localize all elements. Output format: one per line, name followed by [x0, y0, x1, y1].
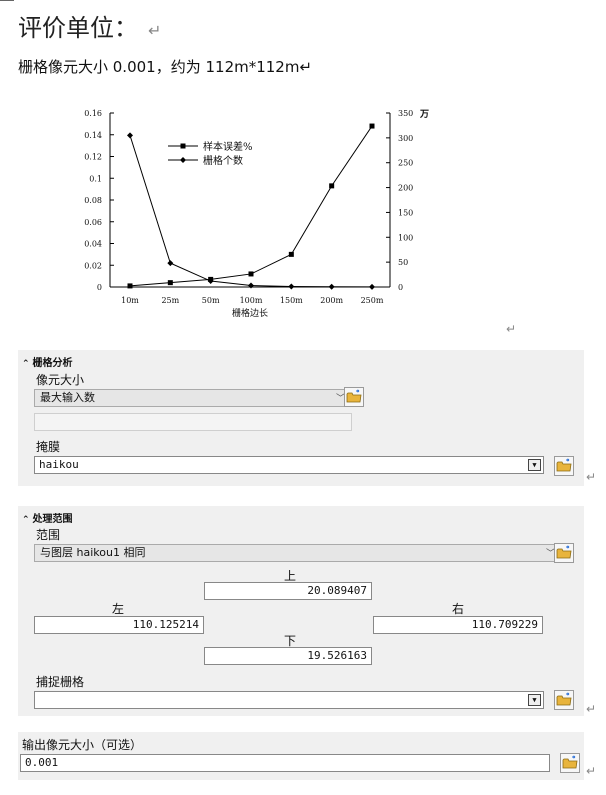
left-tick-label: 0.04 — [84, 240, 102, 249]
x-tick-label: 250m — [361, 296, 384, 305]
series-point-square — [288, 251, 294, 257]
folder-icon — [555, 544, 573, 562]
extent-value: 与图层 haikou1 相同 — [40, 546, 146, 559]
x-tick-label: 200m — [320, 296, 343, 305]
title-text: 评价单位： — [18, 14, 138, 42]
folder-icon — [555, 457, 573, 475]
processing-extent-title: 处理范围 — [32, 514, 73, 525]
folder-icon — [345, 388, 363, 406]
right-tick-label: 100 — [398, 233, 413, 242]
right-tick-label: 150 — [398, 208, 413, 217]
extent-label: 范围 — [36, 528, 61, 542]
snap-raster-input[interactable]: ▼ — [34, 691, 544, 709]
legend-marker-square — [180, 143, 186, 149]
right-tick-label: 250 — [398, 159, 413, 168]
right-axis-unit: 万 — [419, 109, 429, 120]
series-point-diamond — [369, 283, 375, 290]
paragraph-mark: ↵ — [586, 470, 597, 484]
left-input[interactable]: 110.125214 — [34, 616, 204, 634]
left-tick-label: 0.16 — [84, 109, 102, 118]
cell-size-folder-button[interactable] — [344, 387, 364, 407]
page-title: 评价单位： ↵ — [18, 8, 161, 43]
left-tick-label: 0.02 — [84, 261, 102, 270]
right-tick-label: 350 — [398, 109, 413, 118]
series-point-diamond — [207, 278, 214, 285]
left-tick-label: 0.14 — [84, 131, 102, 140]
processing-extent-panel: ⌃ 处理范围 范围 与图层 haikou1 相同 ﹀ 上 20.089407 左 1… — [18, 506, 584, 716]
left-tick-label: 0.06 — [84, 218, 102, 227]
cell-size-note: 栅格像元大小 0.001，约为 112m*112m↵ — [18, 58, 313, 76]
top-input[interactable]: 20.089407 — [204, 582, 372, 600]
mask-label: 掩膜 — [36, 440, 61, 454]
left-tick-label: 0.08 — [84, 196, 102, 205]
folder-icon — [555, 691, 573, 709]
paragraph-mark: ↵ — [586, 702, 597, 716]
x-axis-label: 栅格边长 — [232, 307, 268, 319]
series-point-square — [369, 123, 375, 129]
series-point-diamond — [288, 283, 295, 290]
bottom-input[interactable]: 19.526163 — [204, 647, 372, 665]
right-input[interactable]: 110.709229 — [373, 616, 543, 634]
output-cell-size-input[interactable]: 0.001 — [20, 754, 550, 772]
bottom-label: 下 — [283, 634, 296, 648]
chevron-down-icon: ﹀ — [545, 549, 555, 559]
dropdown-arrow-icon[interactable]: ▼ — [528, 694, 541, 706]
x-tick-label: 50m — [202, 296, 220, 305]
chart-paragraph-mark: ↵ — [506, 322, 517, 336]
dropdown-arrow-icon[interactable]: ▼ — [528, 459, 541, 471]
snap-raster-folder-button[interactable] — [554, 690, 574, 710]
mask-value: haikou — [39, 458, 79, 471]
cell-size-input[interactable] — [34, 413, 352, 431]
legend-label-2: 栅格个数 — [203, 154, 243, 167]
x-tick-label: 100m — [240, 296, 263, 305]
right-tick-label: 50 — [398, 258, 408, 267]
snap-raster-label: 捕捉栅格 — [36, 675, 85, 689]
series-point-square — [248, 271, 254, 277]
chevron-down-icon: ﹀ — [335, 394, 345, 404]
top-rule — [0, 0, 14, 1]
mask-input[interactable]: haikou ▼ — [34, 456, 544, 474]
collapse-chevron-icon[interactable]: ⌃ — [22, 359, 30, 369]
raster-analysis-header[interactable]: ⌃ 栅格分析 — [22, 354, 73, 369]
raster-analysis-title: 栅格分析 — [32, 358, 73, 369]
left-tick-label: 0.1 — [89, 174, 102, 183]
series-point-diamond — [328, 283, 335, 290]
extent-folder-button[interactable] — [554, 543, 574, 563]
cell-size-label: 像元大小 — [36, 373, 85, 387]
left-tick-label: 0.12 — [84, 153, 102, 162]
output-cell-size-label: 输出像元大小（可选） — [22, 738, 143, 752]
x-tick-label: 25m — [161, 296, 179, 305]
left-label: 左 — [111, 602, 124, 616]
output-cell-size-folder-button[interactable] — [560, 753, 580, 773]
series-point-diamond — [167, 260, 174, 267]
right-tick-label: 200 — [398, 184, 413, 193]
x-tick-label: 10m — [121, 296, 139, 305]
right-label: 右 — [451, 602, 464, 616]
processing-extent-header[interactable]: ⌃ 处理范围 — [22, 510, 73, 525]
legend-label-1: 样本误差% — [203, 140, 253, 153]
paragraph-mark: ↵ — [148, 21, 162, 40]
paragraph-mark: ↵ — [586, 764, 597, 778]
output-cell-size-panel: 输出像元大小（可选） 0.001 — [18, 732, 584, 780]
right-tick-label: 0 — [398, 283, 403, 292]
series-point-square — [127, 283, 133, 289]
series-point-square — [167, 280, 173, 286]
cell-size-value: 最大输入数 — [40, 391, 95, 404]
series-point-square — [329, 183, 335, 189]
mask-folder-button[interactable] — [554, 456, 574, 476]
series-point-diamond — [127, 132, 133, 139]
top-label: 上 — [283, 569, 296, 583]
extent-select[interactable]: 与图层 haikou1 相同 ﹀ — [34, 544, 562, 562]
series-line-2 — [129, 135, 373, 288]
folder-icon — [561, 754, 579, 772]
legend-marker-diamond — [180, 157, 186, 163]
cell-size-select[interactable]: 最大输入数 ﹀ — [34, 389, 352, 407]
left-tick-label: 0 — [97, 283, 102, 292]
series-point-diamond — [248, 282, 254, 289]
error-vs-cellsize-chart: 0 0.02 0.04 0.06 0.08 0.1 0.12 0.14 0.16 0 50 100 15… — [84, 109, 429, 319]
collapse-chevron-icon[interactable]: ⌃ — [22, 515, 30, 525]
right-tick-label: 300 — [398, 134, 413, 143]
x-tick-label: 150m — [280, 296, 303, 305]
raster-analysis-panel: ⌃ 栅格分析 像元大小 最大输入数 ﹀ 掩膜 haikou ▼ — [18, 350, 584, 486]
